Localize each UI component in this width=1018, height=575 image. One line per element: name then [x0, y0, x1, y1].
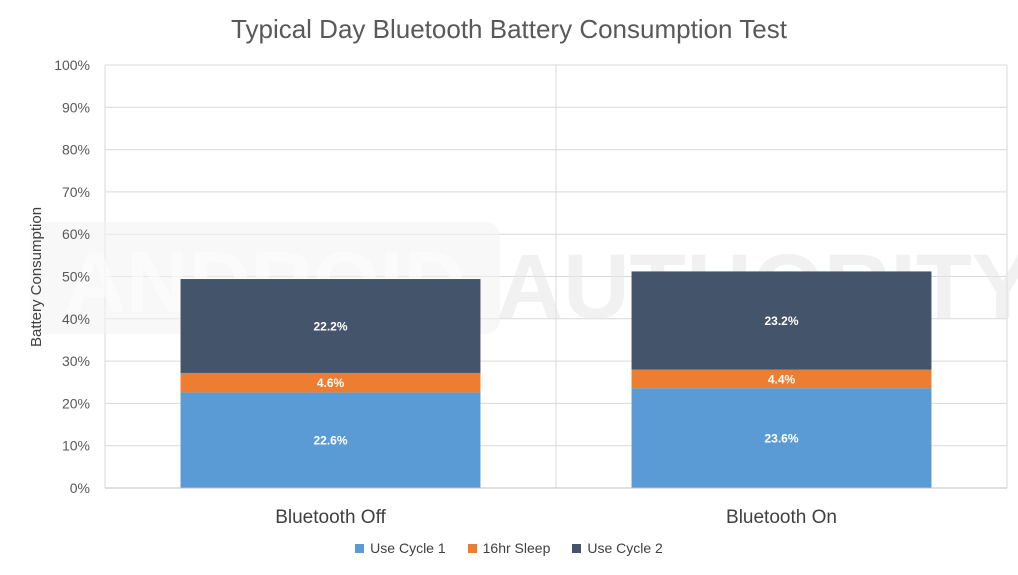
- bar-segment-use-cycle-2: [631, 271, 932, 370]
- data-label: 23.2%: [764, 314, 798, 328]
- data-label: 22.6%: [313, 434, 347, 448]
- data-label: 4.4%: [768, 372, 796, 386]
- bar-segment-16hr-sleep: [180, 372, 481, 393]
- data-label: 23.6%: [764, 432, 798, 446]
- legend-swatch: [355, 543, 365, 553]
- legend-item: Use Cycle 1: [355, 540, 446, 556]
- legend-swatch: [467, 543, 477, 553]
- x-category-label: Bluetooth Off: [275, 507, 386, 528]
- y-tick-label: 30%: [62, 353, 90, 369]
- y-tick-label: 40%: [62, 311, 90, 327]
- axes: 0% 10% 20% 30% 40% 50% 60% 70% 80% 90% 100% Bluetoo…: [54, 57, 1007, 528]
- legend-item: 16hr Sleep: [467, 540, 551, 556]
- legend-item: Use Cycle 2: [572, 540, 663, 556]
- y-tick-label: 80%: [62, 142, 90, 158]
- data-label: 4.6%: [317, 376, 345, 390]
- y-tick-label: 20%: [62, 395, 90, 411]
- legend-label: Use Cycle 1: [370, 540, 446, 556]
- bar-segment-use-cycle-2: [180, 279, 481, 373]
- bar-segment-use-cycle-1: [631, 388, 932, 488]
- chart-title: Typical Day Bluetooth Battery Consumptio…: [231, 14, 787, 44]
- legend-label: Use Cycle 2: [587, 540, 663, 556]
- y-tick-label: 60%: [62, 226, 90, 242]
- y-tick-label: 100%: [54, 57, 90, 73]
- bar-segment-16hr-sleep: [631, 369, 932, 389]
- bar-segment-use-cycle-1: [180, 392, 481, 488]
- legend-label: 16hr Sleep: [482, 540, 551, 556]
- y-tick-label: 10%: [62, 438, 90, 454]
- x-category-label: Bluetooth On: [726, 507, 837, 528]
- legend-swatch: [572, 543, 582, 553]
- y-tick-label: 50%: [62, 269, 90, 285]
- y-tick-label: 0%: [70, 480, 90, 496]
- legend: Use Cycle 1 16hr Sleep Use Cycle 2: [0, 540, 1018, 556]
- y-tick-label: 70%: [62, 184, 90, 200]
- data-label: 22.2%: [313, 319, 347, 333]
- y-tick-label: 90%: [62, 99, 90, 115]
- y-axis-label: Battery Consumption: [28, 207, 45, 347]
- bars: 22.6% 4.6% 22.2% 23.6% 4.4% 23.2%: [180, 271, 932, 488]
